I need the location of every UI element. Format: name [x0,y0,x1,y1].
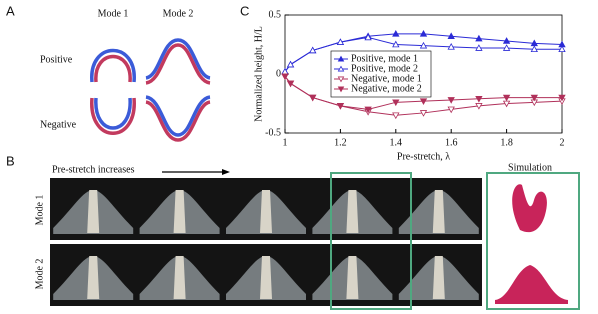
marker [392,40,400,48]
marker [475,44,483,51]
row-label: Mode 2 [34,259,45,290]
x-tick-label: 1.2 [334,137,347,148]
marker [419,98,428,105]
marker [558,45,566,53]
arrow-text: Pre-stretch increases [52,164,135,175]
marker [364,33,372,41]
highlight-box [330,172,412,310]
simulation-mode-1 [512,184,547,233]
photo-band [346,190,359,233]
y-tick-label: 0 [276,68,281,79]
legend-label: Negative, mode 2 [351,83,422,94]
marker [447,43,455,50]
marker [392,112,400,120]
marker [475,34,483,42]
column-label: Mode 1 [98,8,129,19]
marker [475,95,483,103]
x-tick-label: 1.8 [500,137,513,148]
marker [419,41,428,49]
marker [447,106,455,114]
marker [286,80,295,88]
marker [336,103,345,110]
marker [447,32,455,40]
row-label: Positive [40,54,73,65]
legend-marker [337,65,345,72]
arrow-head [222,169,230,175]
marker [336,38,345,45]
marker [364,106,372,114]
x-tick-label: 2 [560,137,565,148]
marker [475,103,483,110]
photo-band [87,190,100,233]
marker [392,99,400,107]
marker [558,94,566,102]
photos [50,178,482,306]
photo-band [87,256,100,299]
photo-band [432,256,445,299]
marker [530,94,538,102]
legend-marker [337,76,345,83]
series-line [284,36,562,72]
y-tick-label: -0.5 [265,127,281,138]
simulation-mode-2 [495,265,568,304]
legend-label: Negative, mode 1 [351,73,422,84]
marker [309,94,317,102]
marker [502,37,511,44]
marker [419,110,428,117]
simulation-label: Simulation [508,162,552,173]
x-tick-label: 1 [283,137,288,148]
x-tick-label: 1.4 [390,137,403,148]
panel-label: B [6,153,15,168]
legend-label: Positive, mode 1 [351,53,418,64]
column-label: Mode 2 [163,8,194,19]
legend-marker [337,86,345,93]
panel-label: C [240,3,249,18]
row-label: Mode 1 [34,195,45,226]
x-tick-label: 1.6 [445,137,458,148]
y-axis-label: Normalized height, H/L [253,26,264,122]
marker [530,45,538,53]
marker [286,60,295,68]
marker [502,94,511,102]
marker [447,97,455,104]
marker [309,46,317,54]
photo-band [260,256,272,299]
marker [281,73,289,81]
x-axis-label: Pre-stretch, λ [397,151,450,162]
photo-band [260,190,272,233]
series-line [284,76,562,110]
photo-band [173,190,186,233]
chart: 1 1.2 1.4 1.6 1.8 2 -0.5 0 0.5 Pre-stretch, λ Norm… [253,9,566,162]
row-label: Negative [40,119,77,130]
photo-band [173,256,186,299]
photo-band [432,190,445,233]
mode-diagrams [90,38,211,142]
panel-label: A [6,3,15,18]
marker [502,44,511,51]
marker [392,30,400,37]
photo-band [346,256,359,299]
y-tick-label: 0.5 [269,9,282,20]
legend-marker [337,55,345,62]
legend-label: Positive, mode 2 [351,63,418,74]
marker [419,30,428,37]
